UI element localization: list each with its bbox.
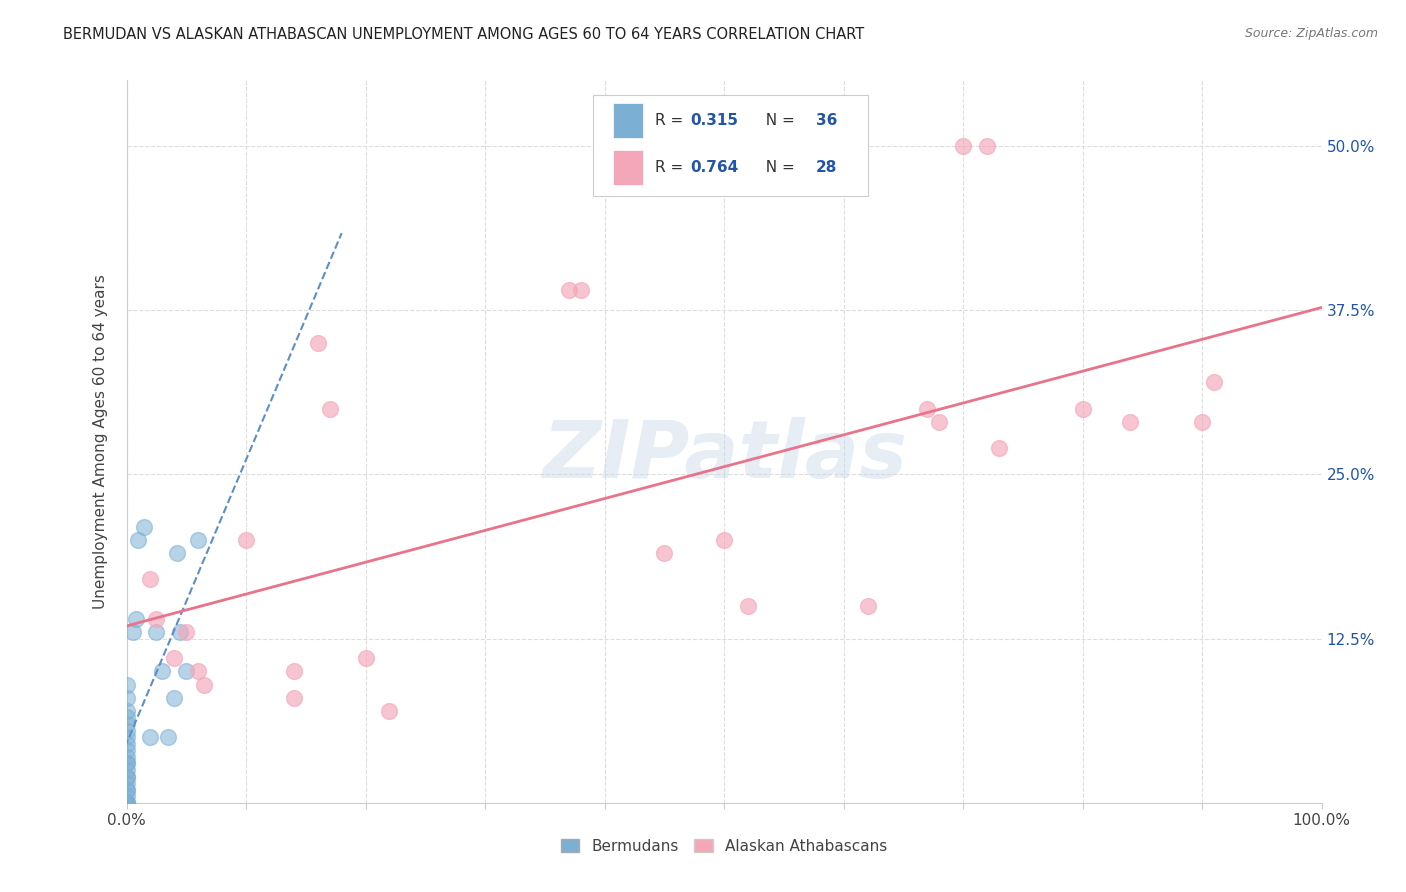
Text: N =: N = (756, 113, 800, 128)
Point (737, 599, 759, 613)
Point (115, 776, 138, 790)
Text: Source: ZipAtlas.com: Source: ZipAtlas.com (1244, 27, 1378, 40)
Point (115, 789, 138, 804)
Point (307, 336, 329, 351)
Point (652, 546, 675, 560)
Point (125, 612, 148, 626)
Point (856, 599, 879, 613)
Point (121, 625, 143, 640)
Point (115, 782, 138, 797)
Point (115, 770, 138, 784)
Point (917, 401, 939, 416)
Point (115, 796, 138, 810)
Text: ZIPatlas: ZIPatlas (541, 417, 907, 495)
Text: N =: N = (756, 161, 800, 175)
Point (569, 284, 592, 298)
Text: 28: 28 (815, 161, 838, 175)
Point (134, 520, 156, 534)
Point (283, 665, 305, 679)
Point (163, 651, 186, 665)
Point (163, 690, 186, 705)
Point (115, 743, 138, 757)
Point (115, 796, 138, 810)
Point (115, 770, 138, 784)
Point (976, 139, 998, 153)
Point (145, 625, 167, 640)
Point (115, 723, 138, 738)
Point (115, 737, 138, 751)
Point (283, 690, 305, 705)
Point (1191, 415, 1213, 429)
Point (115, 756, 138, 771)
Legend: Bermudans, Alaskan Athabascans: Bermudans, Alaskan Athabascans (555, 833, 893, 860)
Point (557, 284, 581, 298)
Point (354, 651, 377, 665)
Text: 36: 36 (815, 113, 838, 128)
Point (115, 749, 138, 764)
Point (115, 730, 138, 744)
Point (1119, 415, 1142, 429)
Point (952, 139, 974, 153)
Text: 0.764: 0.764 (690, 161, 740, 175)
Point (115, 756, 138, 771)
Point (193, 677, 215, 691)
Y-axis label: Unemployment Among Ages 60 to 64 years: Unemployment Among Ages 60 to 64 years (93, 274, 108, 609)
Text: BERMUDAN VS ALASKAN ATHABASCAN UNEMPLOYMENT AMONG AGES 60 TO 64 YEARS CORRELATIO: BERMUDAN VS ALASKAN ATHABASCAN UNEMPLOYM… (63, 27, 865, 42)
Point (157, 730, 180, 744)
Point (139, 730, 162, 744)
Point (115, 717, 138, 731)
Point (169, 625, 191, 640)
FancyBboxPatch shape (613, 103, 643, 138)
Point (166, 546, 188, 560)
Point (987, 441, 1010, 455)
Point (115, 704, 138, 718)
FancyBboxPatch shape (613, 151, 643, 185)
Point (174, 625, 197, 640)
Point (115, 796, 138, 810)
Point (115, 710, 138, 724)
Point (187, 665, 209, 679)
Point (713, 533, 735, 547)
Point (318, 401, 342, 416)
FancyBboxPatch shape (593, 95, 868, 196)
Point (150, 665, 174, 679)
Point (1202, 376, 1225, 390)
Point (174, 665, 197, 679)
Point (235, 533, 257, 547)
Point (115, 763, 138, 777)
Point (115, 796, 138, 810)
Point (145, 612, 167, 626)
Text: R =: R = (655, 161, 688, 175)
Point (115, 677, 138, 691)
Point (115, 782, 138, 797)
Point (127, 533, 149, 547)
Point (378, 704, 401, 718)
Point (115, 690, 138, 705)
Point (187, 533, 209, 547)
Text: 0.315: 0.315 (690, 113, 738, 128)
Text: R =: R = (655, 113, 688, 128)
Point (1071, 401, 1094, 416)
Point (139, 573, 162, 587)
Point (928, 415, 950, 429)
